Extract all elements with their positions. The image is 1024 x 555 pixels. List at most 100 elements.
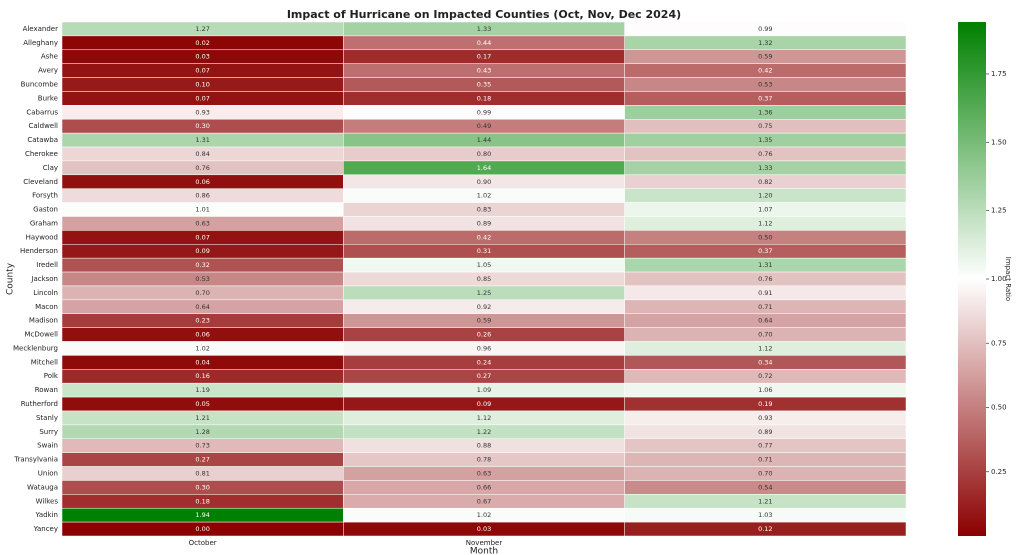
y-tick-label: Gaston: [33, 206, 58, 214]
x-tick-label: November: [466, 539, 503, 547]
cell-label: 1.19: [195, 386, 209, 394]
cell-label: 0.17: [477, 53, 491, 61]
cell-label: 0.92: [477, 303, 491, 311]
y-tick-label: Stanly: [36, 414, 58, 422]
cell-label: 0.02: [195, 39, 209, 47]
cell-label: 0.83: [477, 206, 491, 214]
y-tick-label: Forsyth: [32, 192, 58, 200]
cell-label: 0.84: [195, 150, 209, 158]
cell-label: 1.64: [477, 164, 491, 172]
cell-label: 0.54: [758, 483, 772, 491]
cell-label: 0.10: [195, 81, 209, 89]
cell-label: 1.21: [758, 497, 772, 505]
cell-label: 0.99: [477, 108, 491, 116]
cell-label: 1.21: [195, 414, 209, 422]
cell-label: 0.99: [758, 25, 772, 33]
cell-label: 0.70: [758, 331, 772, 339]
cell-label: 0.03: [477, 525, 491, 533]
cell-label: 0.63: [477, 469, 491, 477]
y-tick-label: Alleghany: [23, 39, 58, 47]
cell-label: 0.07: [195, 67, 209, 75]
heatmap-cell: [624, 521, 907, 537]
colorbar-tick-label: 1.75: [991, 70, 1007, 78]
colorbar-tick-label: 1.50: [991, 138, 1007, 146]
cell-label: 0.50: [758, 233, 772, 241]
cell-label: 0.37: [758, 94, 772, 102]
cell-label: 0.34: [758, 358, 772, 366]
cell-label: 0.66: [477, 483, 491, 491]
y-tick-label: Swain: [37, 442, 58, 450]
cell-label: 1.33: [758, 164, 772, 172]
cell-label: 1.12: [477, 414, 491, 422]
cell-label: 0.42: [758, 67, 772, 75]
colorbar-label: Impact Ratio: [1004, 257, 1012, 301]
cell-label: 0.93: [758, 414, 772, 422]
y-tick-label: Burke: [38, 94, 58, 102]
cell-label: 0.12: [758, 525, 772, 533]
y-tick-label: Catawba: [27, 136, 58, 144]
cell-label: 1.02: [195, 344, 209, 352]
cell-label: 0.67: [477, 497, 491, 505]
cell-label: 0.73: [195, 442, 209, 450]
cell-label: 0.06: [195, 178, 209, 186]
cell-label: 1.25: [477, 289, 491, 297]
cell-label: 1.31: [195, 136, 209, 144]
cell-label: 0.75: [758, 122, 772, 130]
cell-label: 1.07: [758, 206, 772, 214]
cell-label: 1.12: [758, 219, 772, 227]
y-tick-label: Rowan: [35, 386, 58, 394]
cell-label: 0.78: [477, 456, 491, 464]
y-tick-label: Rutherford: [21, 400, 58, 408]
y-tick-label: Graham: [30, 219, 58, 227]
cell-label: 0.76: [758, 150, 772, 158]
cell-label: 1.05: [477, 261, 491, 269]
cell-label: 0.53: [758, 81, 772, 89]
cell-label: 1.94: [195, 511, 209, 519]
y-tick-label: Mitchell: [31, 358, 58, 366]
y-tick-label: Buncombe: [21, 81, 58, 89]
cell-label: 0.30: [195, 122, 209, 130]
cell-label: 0.70: [195, 289, 209, 297]
y-tick-label: McDowell: [25, 331, 59, 339]
y-tick-label: Yancey: [33, 525, 58, 533]
cell-label: 0.23: [195, 317, 209, 325]
y-tick-label: Cleveland: [23, 178, 58, 186]
y-tick-label: Lincoln: [33, 289, 58, 297]
cell-label: 1.35: [758, 136, 772, 144]
cell-label: 0.77: [758, 442, 772, 450]
cell-label: 1.02: [477, 192, 491, 200]
y-tick-label: Caldwell: [29, 122, 59, 130]
cell-label: 0.18: [195, 497, 209, 505]
cell-label: 0.81: [195, 469, 209, 477]
cell-label: 0.44: [477, 39, 491, 47]
colorbar-tick-label: 0.75: [991, 339, 1007, 347]
cell-label: 1.28: [195, 428, 209, 436]
y-tick-label: Iredell: [36, 261, 58, 269]
cell-label: 1.44: [477, 136, 491, 144]
cell-label: 0.63: [195, 219, 209, 227]
cell-label: 1.36: [758, 108, 772, 116]
cell-label: 1.12: [758, 344, 772, 352]
cell-label: 0.09: [195, 247, 209, 255]
cell-label: 0.26: [477, 331, 491, 339]
cell-label: 1.27: [195, 25, 209, 33]
cell-label: 0.93: [195, 108, 209, 116]
y-tick-label: Cabarrus: [26, 108, 58, 116]
cell-label: 0.82: [758, 178, 772, 186]
cell-label: 1.09: [477, 386, 491, 394]
y-axis-label: County: [6, 262, 16, 295]
cell-label: 0.31: [477, 247, 491, 255]
cell-label: 0.89: [758, 428, 772, 436]
y-tick-label: Clay: [43, 164, 58, 172]
cell-label: 0.06: [195, 331, 209, 339]
cell-label: 0.64: [195, 303, 209, 311]
cell-label: 0.37: [758, 247, 772, 255]
colorbar-tick-label: 0.50: [991, 404, 1007, 412]
cell-label: 1.01: [195, 206, 209, 214]
cell-label: 0.16: [195, 372, 209, 380]
cell-label: 0.72: [758, 372, 772, 380]
cell-label: 0.05: [195, 400, 209, 408]
cell-label: 0.30: [195, 483, 209, 491]
cell-label: 0.24: [477, 358, 491, 366]
